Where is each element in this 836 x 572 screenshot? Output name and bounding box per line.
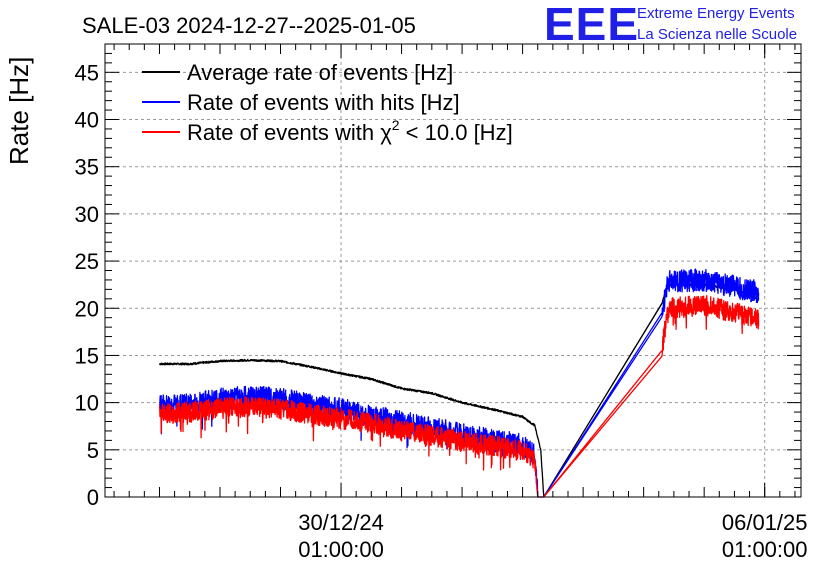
legend: Average rate of events [Hz] Rate of event… (142, 60, 513, 145)
logo-mark: EEE (544, 0, 639, 50)
y-tick-label: 5 (87, 438, 99, 463)
legend-label: Average rate of events [Hz] (187, 60, 453, 85)
y-tick-label: 35 (75, 155, 99, 180)
logo-line-2: La Scienza nelle Scuole (637, 26, 797, 43)
y-tick-label: 45 (75, 60, 99, 85)
y-tick-label: 15 (75, 343, 99, 368)
x-tick-date: 30/12/24 (298, 510, 384, 535)
axis-ticks: 05101520253035404530/12/2401:00:0006/01/… (75, 43, 808, 562)
data-series (158, 268, 760, 498)
eee-logo: EEE Extreme Energy Events La Scienza nel… (544, 0, 797, 50)
logo-line-1: Extreme Energy Events (637, 5, 795, 22)
legend-label-sup: 2 (392, 117, 400, 133)
y-tick-label: 0 (87, 485, 99, 510)
legend-label: Rate of events with hits [Hz] (187, 90, 460, 115)
y-tick-label: 40 (75, 108, 99, 133)
x-tick-date: 06/01/25 (722, 510, 808, 535)
y-tick-label: 20 (75, 296, 99, 321)
y-tick-label: 30 (75, 202, 99, 227)
chart-title: SALE-03 2024-12-27--2025-01-05 (82, 13, 416, 38)
legend-label: Rate of events with χ2 < 10.0 [Hz] (187, 117, 513, 145)
x-tick-time: 01:00:00 (298, 537, 384, 562)
y-axis-title: Rate [Hz] (4, 57, 34, 165)
legend-label-tail: < 10.0 [Hz] (400, 120, 513, 145)
y-tick-label: 25 (75, 249, 99, 274)
series-line-1 (158, 268, 760, 498)
legend-label-main: Rate of events with χ (187, 120, 392, 145)
legend-label-main: Average rate of events [Hz] (187, 60, 453, 85)
series-line-2 (158, 295, 760, 498)
legend-label-main: Rate of events with hits [Hz] (187, 90, 460, 115)
y-tick-label: 10 (75, 391, 99, 416)
x-tick-time: 01:00:00 (722, 537, 808, 562)
